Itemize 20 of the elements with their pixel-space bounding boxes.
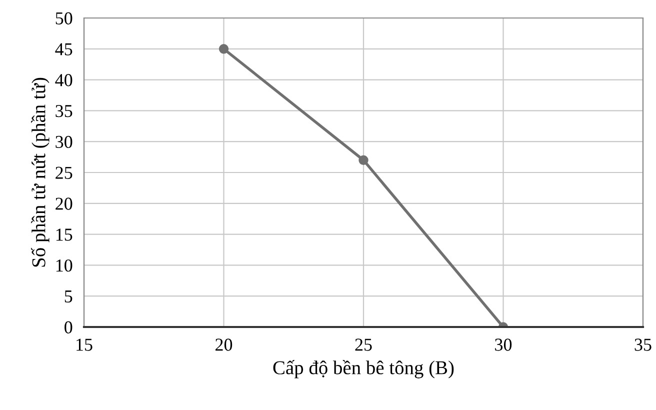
x-tick-label: 30: [495, 338, 512, 351]
y-tick-label: 25: [56, 166, 72, 179]
y-tick-label: 35: [56, 105, 72, 118]
y-tick-label: 45: [55, 43, 72, 56]
y-tick-label: 20: [56, 198, 72, 210]
x-tick-label: 20: [216, 338, 232, 351]
y-tick-label: 50: [56, 12, 72, 24]
y-tick-label: 30: [56, 136, 72, 148]
y-tick-label: 0: [64, 321, 72, 334]
point: [218, 44, 229, 54]
y-tick-label: 15: [56, 228, 72, 241]
y-tick-label: 40: [55, 74, 72, 86]
x-tick-label: 15: [76, 338, 92, 351]
y-tick-label: 10: [56, 259, 72, 272]
x-axis-title: Cấp độ bền bê tông (B): [273, 360, 454, 378]
point: [358, 155, 368, 165]
y-axis-title: Số phần tử nứt (phần tử): [31, 78, 50, 267]
x-tick-label: 35: [634, 338, 652, 351]
x-tick-label: 25: [355, 338, 372, 351]
y-tick-label: 5: [64, 290, 72, 303]
